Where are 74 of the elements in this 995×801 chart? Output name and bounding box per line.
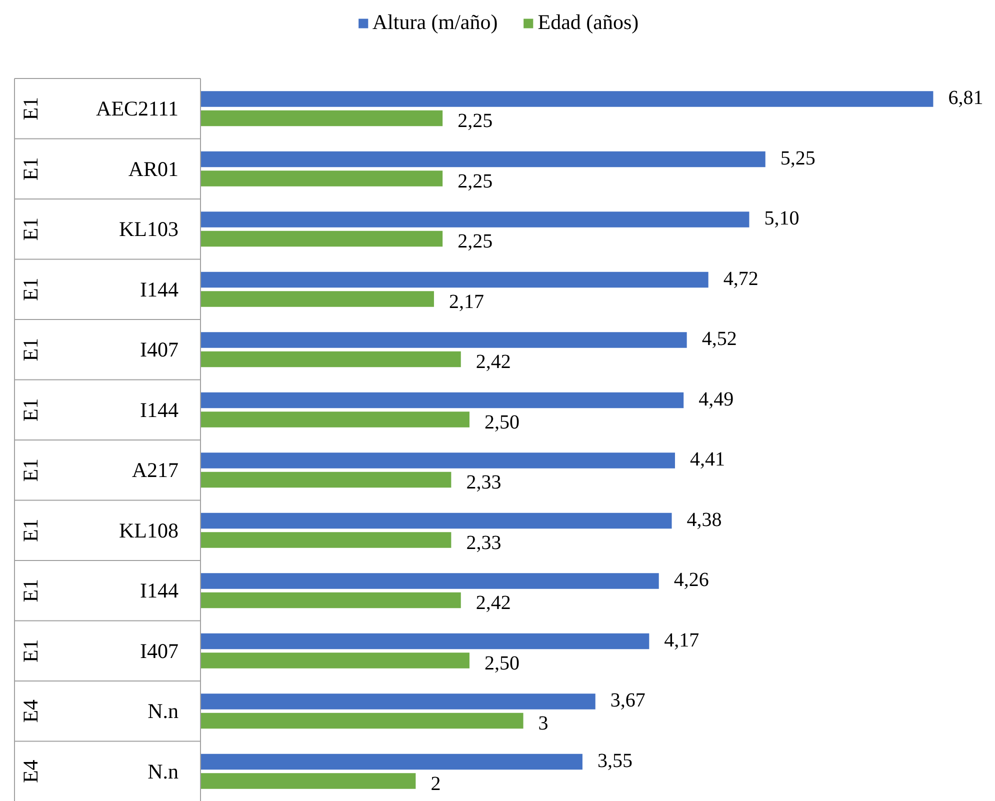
bar <box>200 392 684 408</box>
text: E1 <box>18 338 42 362</box>
data-label: 4,72 <box>723 268 758 290</box>
bar <box>200 110 443 126</box>
data-label: 2,33 <box>466 532 502 554</box>
data-label: 5,25 <box>780 147 816 170</box>
bar <box>200 272 708 288</box>
data-label: 4,52 <box>702 328 737 350</box>
bar <box>200 412 470 428</box>
data-label: 4,49 <box>698 388 734 410</box>
y-tick-label: AEC2111 <box>96 96 179 121</box>
data-label: 2,17 <box>448 290 484 313</box>
bar <box>200 532 452 548</box>
legend-label: Altura (m/año) <box>372 10 498 35</box>
bar <box>200 652 470 668</box>
text: E1 <box>18 578 42 602</box>
y-tick-label: KL103 <box>119 217 179 242</box>
bar <box>200 592 461 608</box>
text: E1 <box>18 278 42 302</box>
y-tick-label: N.n <box>148 699 179 724</box>
data-label: 6,81 <box>948 87 984 110</box>
bar <box>200 212 750 228</box>
data-label: 2,50 <box>484 411 520 434</box>
bar <box>200 170 443 186</box>
text: E4 <box>18 698 42 723</box>
y-tick-label: I407 <box>140 638 179 663</box>
data-label: 2,33 <box>466 472 502 494</box>
data-label: 4,41 <box>690 448 725 471</box>
data-label: 2,25 <box>458 230 493 253</box>
data-label: 4,38 <box>686 508 722 531</box>
bar <box>200 754 582 770</box>
text: E1 <box>18 458 42 482</box>
data-label: 2,42 <box>476 592 511 614</box>
data-label: 5,10 <box>764 208 800 230</box>
y-tick-label: I407 <box>140 338 179 362</box>
bar <box>200 91 934 107</box>
text: E1 <box>18 157 42 181</box>
text: E1 <box>18 217 42 241</box>
y-tick-label: I144 <box>140 578 179 603</box>
y-tick-label: KL108 <box>119 518 179 542</box>
bar <box>200 472 452 488</box>
y-tick-label: N.n <box>148 759 179 784</box>
bar <box>200 291 434 307</box>
data-label: 4,17 <box>664 629 700 652</box>
bar <box>200 452 675 468</box>
text: E4 <box>18 759 42 784</box>
bar <box>200 694 596 710</box>
data-label: 3,55 <box>597 750 632 772</box>
data-label: 2 <box>430 772 441 795</box>
bar <box>200 712 524 729</box>
bar <box>200 230 443 247</box>
text: E1 <box>18 398 42 422</box>
data-label: 4,26 <box>674 569 709 592</box>
bar <box>200 773 416 789</box>
bar <box>200 573 659 589</box>
bar <box>200 351 461 368</box>
data-label: 3 <box>538 712 548 735</box>
bar <box>200 633 650 650</box>
data-label: 3,67 <box>610 690 646 712</box>
legend-label: Edad (años) <box>538 10 639 35</box>
y-tick-label: A217 <box>132 458 179 482</box>
data-label: 2,42 <box>476 351 511 374</box>
data-label: 2,25 <box>458 170 493 192</box>
text: E1 <box>18 518 42 542</box>
y-tick-label: AR01 <box>128 156 179 181</box>
text: E1 <box>18 96 42 120</box>
data-label: 2,50 <box>484 652 520 674</box>
y-tick-label: I144 <box>140 277 179 302</box>
text: E1 <box>18 639 42 663</box>
bar <box>200 512 672 529</box>
bar <box>200 332 687 348</box>
y-tick-label: I144 <box>140 398 179 422</box>
bar <box>200 151 766 168</box>
data-label: 2,25 <box>458 110 493 132</box>
